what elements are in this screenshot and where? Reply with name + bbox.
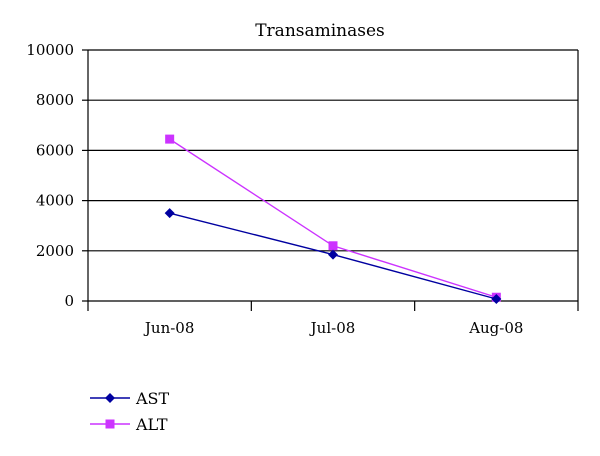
data-point-ast-2 [491, 293, 502, 304]
data-point-ast-1 [328, 249, 338, 260]
data-point-ast-0 [164, 208, 175, 219]
y-tick-label-4000: 4000 [36, 192, 74, 210]
series-alt [165, 134, 501, 302]
legend-item-alt: ALT [90, 415, 168, 434]
y-axis-ticks: 0 2000 4000 6000 8000 10000 [26, 41, 88, 310]
data-point-alt-0 [165, 134, 175, 144]
x-tick-label-2: Aug-08 [468, 319, 523, 337]
y-tick-label-0: 0 [64, 292, 74, 310]
data-point-alt-1 [328, 241, 338, 251]
series-line-alt [169, 138, 497, 298]
y-tick-label-6000: 6000 [36, 141, 74, 159]
series-layer [164, 134, 502, 304]
legend-label-ast: AST [135, 389, 170, 408]
chart-title: Transaminases [255, 21, 385, 41]
series-ast [164, 208, 502, 304]
x-axis-ticks: Jun-08 Jul-08 Aug-08 [87, 301, 579, 337]
legend-item-ast: AST [90, 389, 170, 408]
y-tick-label-8000: 8000 [36, 91, 74, 109]
x-tick-label-1: Jul-08 [309, 319, 356, 337]
axes [87, 50, 579, 302]
x-tick-label-0: Jun-08 [143, 319, 195, 337]
y-tick-label-2000: 2000 [36, 242, 74, 260]
legend: AST ALT [90, 389, 170, 434]
y-tick-label-10000: 10000 [26, 41, 74, 59]
legend-label-alt: ALT [135, 415, 168, 434]
legend-marker-alt [105, 419, 115, 429]
gridlines [88, 49, 578, 252]
legend-marker-ast [105, 393, 115, 403]
